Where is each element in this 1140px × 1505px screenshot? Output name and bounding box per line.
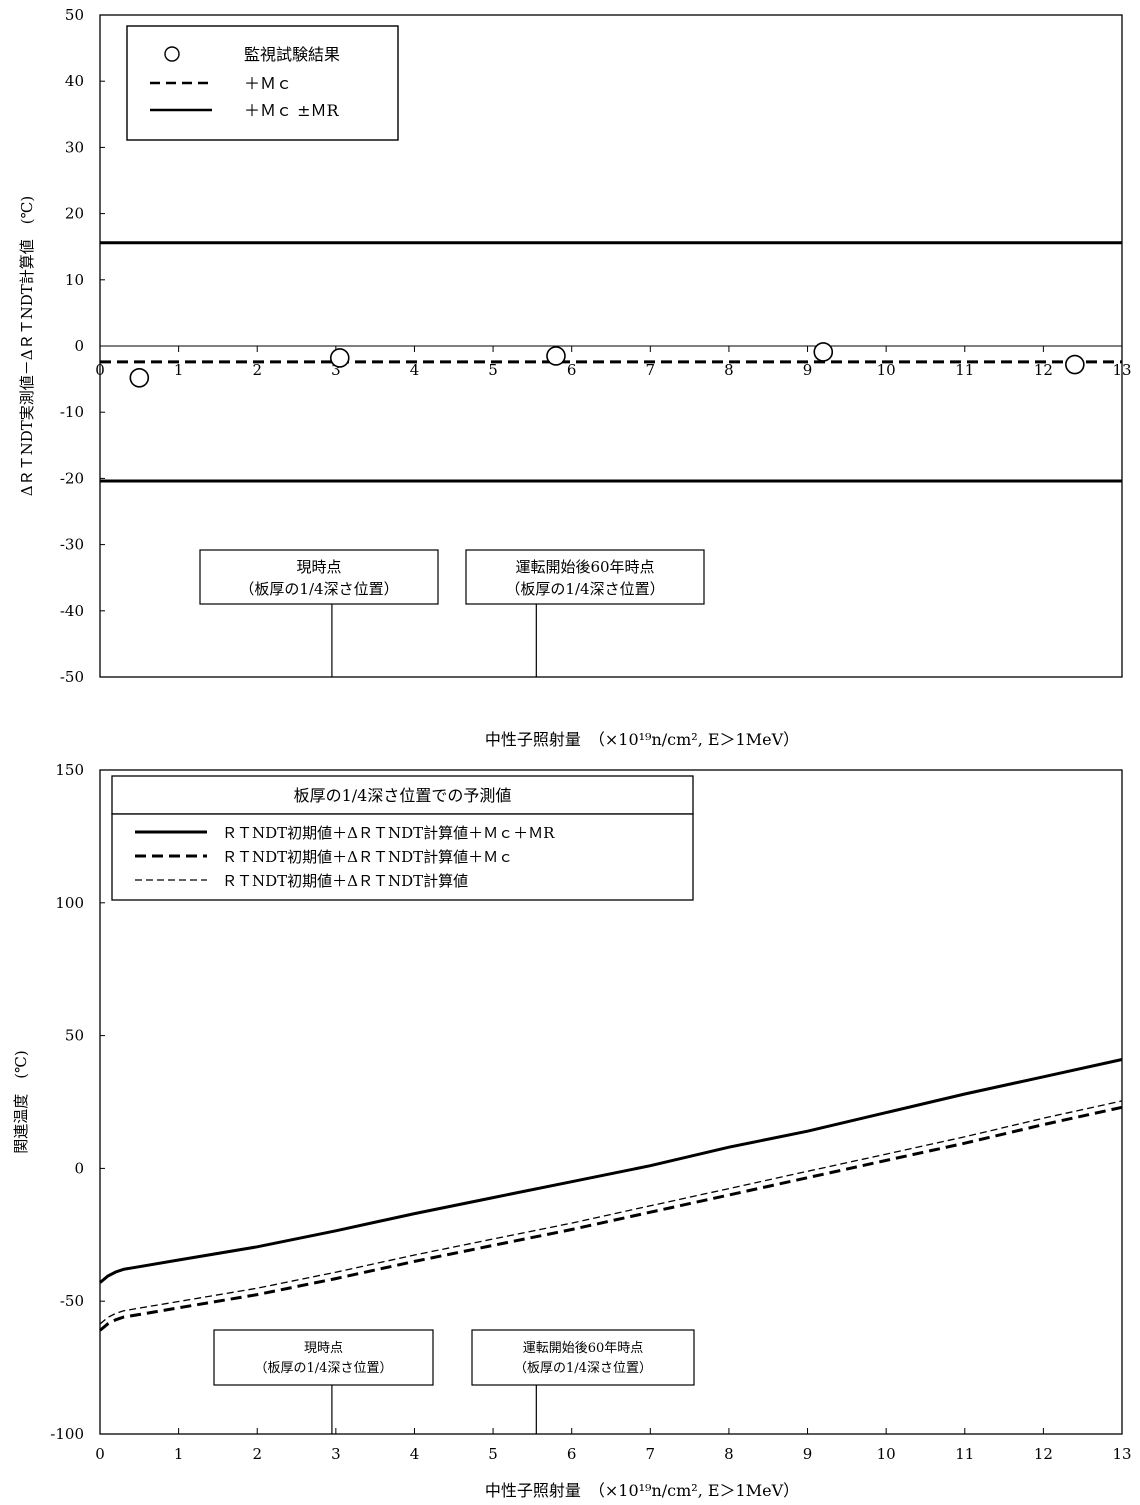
annotation-title: 現時点 xyxy=(304,1341,343,1356)
x-tick-label: 11 xyxy=(955,361,974,379)
annotation-box xyxy=(465,549,705,605)
x-tick-label: 12 xyxy=(1034,361,1053,379)
x-tick-label: 10 xyxy=(877,361,896,379)
annotation-box xyxy=(199,549,439,605)
annotation-subtitle: （板厚の1/4深さ位置） xyxy=(255,1361,393,1376)
data-point xyxy=(546,346,566,366)
y-tick-label: 100 xyxy=(55,894,84,912)
annotation-subtitle: （板厚の1/4深さ位置） xyxy=(514,1361,652,1376)
y-tick-label: 50 xyxy=(65,6,84,24)
y-tick-label: -50 xyxy=(60,668,84,686)
x-tick-label: 13 xyxy=(1112,1445,1131,1463)
y-tick-label: 20 xyxy=(65,205,84,223)
annotation-subtitle: （板厚の1/4深さ位置） xyxy=(239,580,398,598)
y-tick-label: -20 xyxy=(60,469,84,487)
legend-label: ＋Ｍｃ ±ＭR xyxy=(244,101,339,120)
x-tick-label: 2 xyxy=(252,1445,262,1463)
y-tick-label: -50 xyxy=(60,1292,84,1310)
annotation-title: 現時点 xyxy=(296,558,341,576)
plot-frame xyxy=(99,769,1123,1435)
y-tick-label: 150 xyxy=(55,761,84,779)
y-tick-label: -40 xyxy=(60,602,84,620)
x-tick-label: 9 xyxy=(803,361,813,379)
x-tick-label: 4 xyxy=(410,361,420,379)
y-axis-label: 関連温度 (℃) xyxy=(12,1050,30,1154)
x-tick-label: 9 xyxy=(803,1445,813,1463)
legend-label: 監視試験結果 xyxy=(244,45,340,64)
legend-label: ＲＴNDT初期値＋ΔＲＴNDT計算値 xyxy=(222,872,468,890)
annotation-title: 運転開始後60年時点 xyxy=(515,558,654,576)
x-tick-label: 4 xyxy=(410,1445,420,1463)
legend-marker-circle xyxy=(164,46,180,62)
x-tick-label: 10 xyxy=(877,1445,896,1463)
x-tick-label: 8 xyxy=(724,1445,734,1463)
y-tick-label: -30 xyxy=(60,536,84,554)
x-tick-label: 1 xyxy=(174,361,184,379)
x-tick-label: 2 xyxy=(252,361,262,379)
data-point xyxy=(1065,354,1085,375)
legend-title: 板厚の1/4深さ位置での予測値 xyxy=(294,786,512,805)
legend-box xyxy=(111,813,694,901)
x-tick-label: 1 xyxy=(174,1445,184,1463)
x-tick-label: 8 xyxy=(724,361,734,379)
x-tick-label: 7 xyxy=(646,361,656,379)
x-tick-label: 3 xyxy=(331,361,341,379)
y-tick-label: 50 xyxy=(65,1027,84,1045)
x-tick-label: 12 xyxy=(1034,1445,1053,1463)
series-line-solid xyxy=(99,1058,1123,1284)
x-tick-label: 3 xyxy=(331,1445,341,1463)
x-tick-label: 11 xyxy=(955,1445,974,1463)
data-point xyxy=(129,367,150,388)
series-line-bold-dashed xyxy=(99,1105,1123,1332)
annotation-title: 運転開始後60年時点 xyxy=(523,1341,644,1356)
y-tick-label: -100 xyxy=(50,1425,84,1443)
y-tick-label: -10 xyxy=(60,403,84,421)
x-tick-label: 0 xyxy=(95,1445,105,1463)
annotation-box xyxy=(213,1329,434,1386)
legend-label: ＋Ｍｃ xyxy=(244,74,292,93)
x-axis-label: 中性子照射量 （×10¹⁹n/cm², E＞1MeV） xyxy=(485,730,799,749)
x-tick-label: 5 xyxy=(488,361,498,379)
y-tick-label: 40 xyxy=(65,72,84,90)
y-axis-label: ΔＲＴNDT実測値－ΔＲＴNDT計算値 (℃) xyxy=(18,196,36,496)
data-point xyxy=(813,342,834,362)
x-tick-label: 7 xyxy=(646,1445,656,1463)
series-line-thin-dashed xyxy=(99,1100,1123,1325)
x-tick-label: 5 xyxy=(488,1445,498,1463)
x-tick-label: 6 xyxy=(567,361,577,379)
x-tick-label: 0 xyxy=(95,361,105,379)
legend-label: ＲＴNDT初期値＋ΔＲＴNDT計算値＋Ｍｃ xyxy=(222,848,513,866)
y-tick-label: 30 xyxy=(65,138,84,156)
x-tick-label: 6 xyxy=(567,1445,577,1463)
data-point xyxy=(329,348,350,368)
annotation-subtitle: （板厚の1/4深さ位置） xyxy=(505,580,664,598)
legend-label: ＲＴNDT初期値＋ΔＲＴNDT計算値＋Ｍｃ＋ＭR xyxy=(222,824,555,842)
x-tick-label: 13 xyxy=(1112,361,1131,379)
annotation-box xyxy=(471,1329,695,1386)
y-tick-label: 0 xyxy=(74,337,84,355)
x-axis-label: 中性子照射量 （×10¹⁹n/cm², E＞1MeV） xyxy=(485,1481,799,1500)
y-tick-label: 10 xyxy=(65,271,84,289)
y-tick-label: 0 xyxy=(74,1159,84,1177)
